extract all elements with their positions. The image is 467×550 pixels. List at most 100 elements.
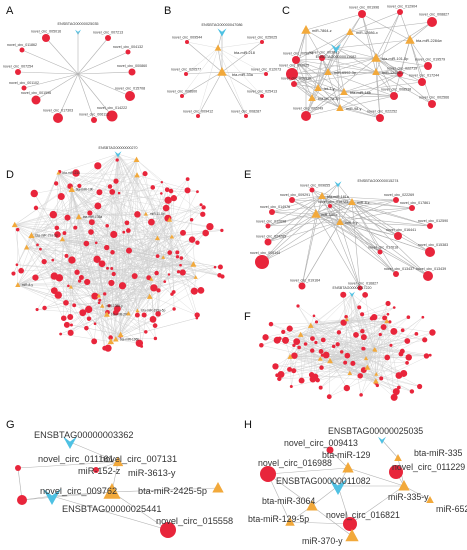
- circrna-node: [156, 288, 161, 293]
- node-label: miR-9-y: [345, 221, 358, 225]
- network-edge: [295, 57, 377, 61]
- circrna-node: [384, 354, 391, 361]
- network-edge: [290, 356, 361, 377]
- network-edge: [217, 47, 263, 97]
- network-edge: [78, 153, 119, 217]
- mirna-node: [327, 357, 333, 364]
- network-edge: [311, 505, 353, 537]
- network-edge: [56, 227, 196, 278]
- circrna-node: [88, 219, 95, 226]
- network-edge: [339, 221, 381, 253]
- node-label: ENSBTAG00000011082: [276, 476, 371, 486]
- mirna-node: [161, 255, 166, 259]
- network-edge: [62, 239, 146, 333]
- network-edge: [117, 153, 170, 220]
- node-label: novel_circ_015708: [115, 87, 145, 91]
- circrna-node: [378, 332, 382, 337]
- circrna-node: [189, 218, 194, 222]
- node-label: novel_circ_009625: [279, 64, 309, 68]
- mrna-node: [114, 151, 122, 158]
- network-edge: [261, 221, 341, 263]
- network-edge: [70, 247, 107, 288]
- node-label: bta-miR-101-5p: [382, 57, 408, 61]
- network-edge: [349, 317, 423, 374]
- network-edge: [351, 293, 377, 375]
- circrna-node: [427, 223, 433, 229]
- circrna-node: [72, 169, 80, 177]
- network-edge: [293, 83, 319, 89]
- mirna-node: [149, 276, 154, 281]
- network-edge: [20, 172, 59, 271]
- circrna-node: [15, 69, 21, 75]
- circrna-node: [423, 353, 430, 359]
- network-edge: [173, 277, 196, 293]
- circrna-node: [395, 372, 403, 379]
- network-edge: [321, 195, 431, 227]
- circrna-node: [88, 229, 94, 235]
- circrna-node: [93, 322, 97, 325]
- network-edge: [69, 441, 119, 463]
- node-label: bta-miR-195a-5p: [141, 309, 165, 313]
- network-edge: [14, 224, 22, 271]
- network-edge: [17, 280, 80, 286]
- network-edge: [321, 57, 377, 73]
- circrna-node: [18, 267, 24, 274]
- circrna-node: [353, 332, 359, 338]
- network-edge: [14, 193, 162, 225]
- network-edge: [58, 172, 113, 193]
- mirna-node: [344, 317, 349, 322]
- network-edge: [74, 296, 150, 306]
- network-edge: [117, 153, 129, 314]
- network-edge: [110, 314, 138, 342]
- network-edge: [360, 321, 387, 395]
- network-edge: [291, 73, 345, 93]
- mirna-node: [347, 370, 353, 376]
- node-label: novel_circ_019164: [290, 279, 320, 283]
- network-edge: [343, 91, 381, 119]
- network-edge: [70, 286, 121, 337]
- circrna-node: [201, 205, 206, 210]
- network-edge: [365, 358, 420, 387]
- circrna-node: [60, 315, 67, 321]
- circrna-node: [344, 352, 351, 359]
- network-edge: [351, 293, 376, 351]
- node-label: novel_circ_007213: [93, 31, 123, 35]
- network-edge: [71, 324, 121, 335]
- circrna-node: [108, 279, 115, 287]
- node-label: bta-miR-2425-5p: [138, 486, 207, 496]
- network-edge: [305, 91, 345, 117]
- network-edge: [329, 293, 353, 362]
- circrna-node: [309, 187, 315, 193]
- network-edge: [339, 221, 431, 227]
- network-edge: [375, 71, 395, 97]
- circrna-node: [107, 184, 113, 189]
- node-label: novel_circ_011161: [38, 454, 114, 464]
- network-edge: [339, 107, 381, 119]
- circrna-node: [339, 350, 344, 354]
- circrna-node: [134, 312, 140, 318]
- node-label: novel_circ_006536: [281, 77, 311, 81]
- node-label: novel_circ_014976: [260, 205, 290, 209]
- circrna-node: [400, 328, 405, 333]
- network-edge: [335, 47, 377, 59]
- circrna-node: [360, 334, 367, 341]
- mirna-node: [318, 192, 326, 199]
- network-edge: [375, 21, 433, 59]
- node-label: ENSBTAG00000047086: [201, 23, 242, 27]
- network-edge: [217, 47, 267, 75]
- circrna-node: [110, 267, 114, 270]
- network-edge: [360, 321, 387, 376]
- circrna-node: [328, 204, 332, 208]
- node-label: novel_circ_016821: [326, 510, 400, 520]
- circrna-node: [390, 92, 398, 100]
- mirna-node: [11, 221, 18, 228]
- circrna-node: [179, 256, 184, 260]
- network-edge: [346, 319, 433, 333]
- network-edge: [329, 360, 397, 392]
- circrna-node: [125, 49, 131, 55]
- circrna-node: [85, 305, 93, 314]
- circrna-node: [409, 389, 415, 394]
- network-edge: [375, 355, 431, 382]
- network-edge: [376, 317, 423, 375]
- circrna-node: [293, 338, 301, 346]
